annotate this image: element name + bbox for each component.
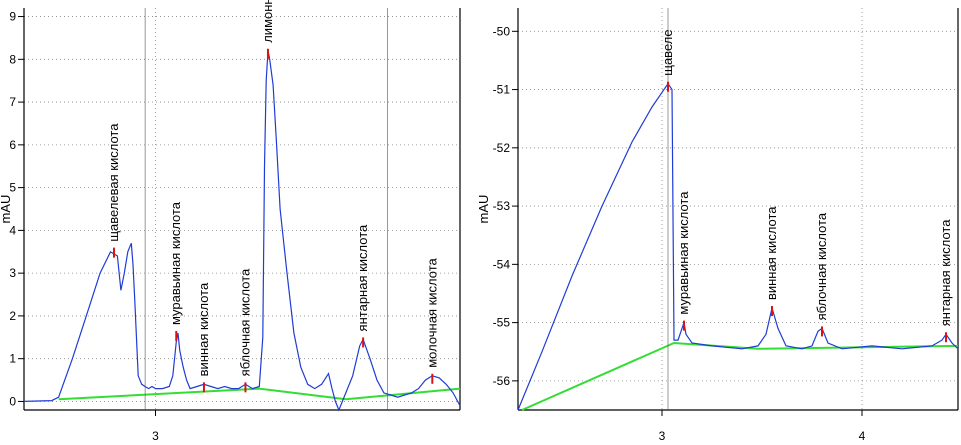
y-tick-label: -53 <box>493 199 511 213</box>
y-tick-label: 0 <box>9 394 16 408</box>
y-tick-label: 8 <box>9 52 16 66</box>
y-tick-label: -50 <box>493 24 511 38</box>
peak-label: яблочная кислота <box>237 268 252 376</box>
peak-label: молочная кислота <box>424 257 439 367</box>
trace-line <box>517 82 959 411</box>
peak-label: винная кислота <box>764 206 779 300</box>
y-tick-label: 3 <box>9 266 16 280</box>
peak-label: щавеле <box>660 29 675 75</box>
y-axis-title: mAU <box>0 195 13 224</box>
y-tick-label: 4 <box>9 223 16 237</box>
peak-label: винная кислота <box>196 282 211 376</box>
peak-label: муравьиная кислота <box>676 191 691 315</box>
y-axis-title: mAU <box>476 195 491 224</box>
y-tick-label: -51 <box>493 83 511 97</box>
y-tick-label: 9 <box>9 10 16 24</box>
peak-label: лимонна <box>260 0 275 43</box>
chromatogram-left: 0 1 2 3 4 5 6 7 8 9 3 mAU щавелевая кислота муравьина… <box>0 0 461 443</box>
y-tick-label: -52 <box>493 141 511 155</box>
x-tick-label: 4 <box>859 429 866 443</box>
y-tick-label: -55 <box>493 316 511 330</box>
peak-label: янтарная кислота <box>938 219 953 326</box>
y-tick-label: 6 <box>9 138 16 152</box>
trace-line <box>23 50 461 412</box>
x-tick-label: 3 <box>152 429 159 443</box>
y-tick-label: 7 <box>9 95 16 109</box>
y-tick-label: -54 <box>493 257 511 271</box>
peak-label: яблочная кислота <box>814 212 829 320</box>
peak-label: муравьиная кислота <box>168 201 183 325</box>
y-tick-label: 5 <box>9 181 16 195</box>
y-tick-label: 2 <box>9 309 16 323</box>
y-tick-label: 1 <box>9 352 16 366</box>
peak-label: янтарная кислота <box>355 224 370 331</box>
peak-label: щавелевая кислота <box>106 123 121 242</box>
baseline-line <box>58 387 461 401</box>
x-tick-label: 3 <box>659 429 666 443</box>
y-tick-label: -56 <box>493 374 511 388</box>
baseline-line <box>521 341 959 411</box>
